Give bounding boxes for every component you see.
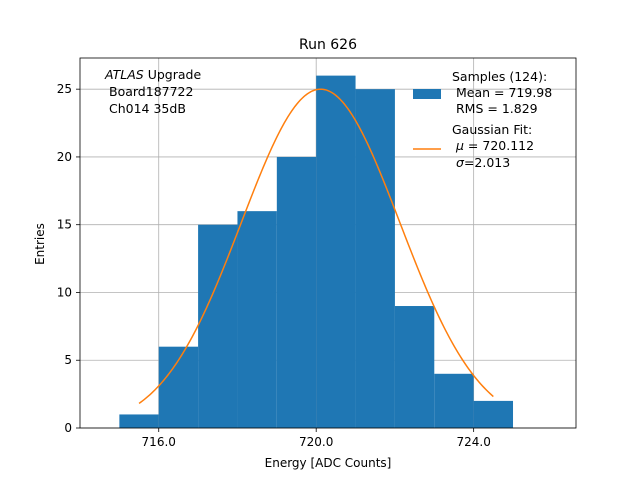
y-tick-label: 0 <box>64 421 72 435</box>
sigma-symbol: σ <box>456 155 465 170</box>
legend-samples-title: Samples (124): <box>452 69 547 84</box>
histogram-bar <box>434 373 474 428</box>
histogram-bar <box>394 306 435 428</box>
legend-fit-title: Gaussian Fit: <box>452 122 532 137</box>
histogram-bar <box>276 156 317 428</box>
channel-label: Ch014 35dB <box>109 101 186 116</box>
legend-samples-swatch <box>413 89 441 99</box>
y-tick-label: 10 <box>57 285 72 299</box>
x-tick-label: 716.0 <box>142 435 176 449</box>
plot-frame <box>79 57 577 429</box>
x-axis-label: Energy [ADC Counts] <box>265 456 392 470</box>
histogram-bar <box>473 400 514 428</box>
mu-symbol: μ <box>455 138 464 153</box>
mu-value: = 720.112 <box>464 138 534 153</box>
histogram-bar <box>316 75 356 428</box>
chart-title: Run 626 <box>299 37 357 53</box>
histogram-bar <box>198 224 238 428</box>
x-tick-label: 720.0 <box>299 435 333 449</box>
experiment-suffix: Upgrade <box>144 67 202 82</box>
legend: Samples (124): Mean = 719.98 RMS = 1.829… <box>413 69 552 170</box>
gaussian-fit-curve <box>138 88 494 405</box>
legend-fit-sigma: σ=2.013 <box>456 155 510 170</box>
y-tick-label: 25 <box>57 82 72 96</box>
x-tick-label: 724.0 <box>456 435 490 449</box>
y-tick-label: 20 <box>57 150 72 164</box>
sigma-value: =2.013 <box>464 155 510 170</box>
histogram-bars <box>119 75 514 429</box>
legend-fit-mu: μ = 720.112 <box>455 138 534 153</box>
histogram-bar <box>355 89 395 429</box>
board-label: Board187722 <box>109 84 193 99</box>
x-axis-ticks: 716.0 720.0 724.0 <box>142 428 491 449</box>
legend-samples-mean: Mean = 719.98 <box>456 85 552 100</box>
legend-samples-rms: RMS = 1.829 <box>456 101 538 116</box>
y-tick-label: 5 <box>64 353 72 367</box>
histogram-bar <box>119 414 159 428</box>
experiment-name: ATLAS <box>104 67 144 82</box>
y-tick-label: 15 <box>57 218 72 232</box>
histogram-bar <box>237 211 277 428</box>
info-annotation: ATLAS Upgrade Board187722 Ch014 35dB <box>104 67 201 116</box>
y-axis-ticks: 0 5 10 15 20 25 <box>57 82 80 435</box>
y-axis-label: Entries <box>33 223 47 265</box>
experiment-label: ATLAS Upgrade <box>104 67 201 82</box>
